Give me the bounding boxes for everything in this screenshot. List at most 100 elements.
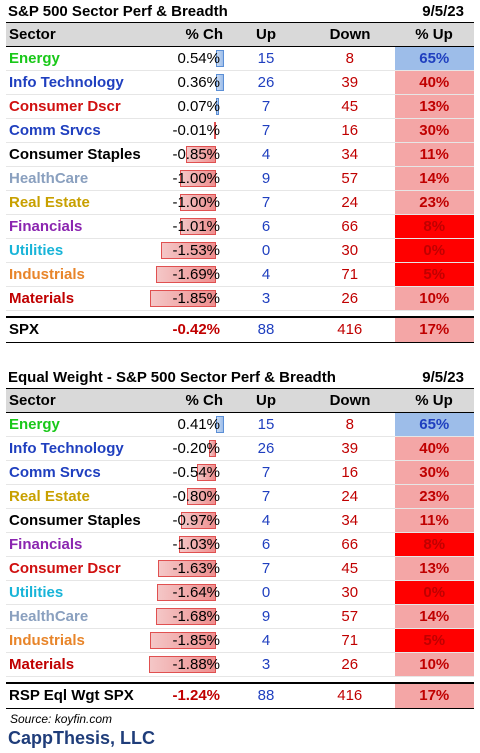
down-count: 24 bbox=[306, 484, 394, 509]
pct-change-bar bbox=[148, 656, 216, 673]
pct-change-cell: -0.80% bbox=[146, 484, 226, 509]
pct-up-cell: 14% bbox=[393, 604, 474, 629]
up-count: 0 bbox=[226, 580, 306, 605]
table-row: Financials -1.03% 6 66 8% bbox=[6, 532, 474, 557]
table-sp500-sector: S&P 500 Sector Perf & Breadth 9/5/23 Sec… bbox=[6, 0, 474, 343]
pct-up-cell: 30% bbox=[393, 460, 474, 485]
total-row: RSP Eql Wgt SPX -1.24% 88 416 17% bbox=[6, 681, 474, 709]
pct-change-bar bbox=[216, 50, 224, 67]
header-pct-up: % Up bbox=[394, 22, 474, 47]
table-row: Utilities -1.53% 0 30 0% bbox=[6, 238, 474, 263]
sector-name: Financials bbox=[6, 532, 146, 557]
down-count: 45 bbox=[306, 556, 394, 581]
sector-name: Utilities bbox=[6, 238, 146, 263]
total-row: SPX -0.42% 88 416 17% bbox=[6, 315, 474, 343]
pct-change-bar bbox=[216, 98, 219, 115]
pct-up-cell: 8% bbox=[393, 214, 474, 239]
pct-change-cell: -1.64% bbox=[146, 580, 226, 605]
sector-table: Sector % Ch Up Down % Up Energy 0.41% 15 8 6… bbox=[6, 388, 474, 709]
pct-change-bar bbox=[216, 416, 224, 433]
pct-change-bar bbox=[214, 122, 216, 139]
sector-name: Info Technology bbox=[6, 70, 146, 95]
pct-up-cell: 14% bbox=[393, 166, 474, 191]
header-row: Sector % Ch Up Down % Up bbox=[6, 388, 474, 413]
pct-change-bar bbox=[185, 146, 216, 163]
table-row: Materials -1.85% 3 26 10% bbox=[6, 286, 474, 311]
table-row: Consumer Dscr -1.63% 7 45 13% bbox=[6, 556, 474, 581]
down-count: 34 bbox=[306, 508, 394, 533]
up-count: 26 bbox=[226, 70, 306, 95]
total-up-count: 88 bbox=[226, 315, 306, 343]
pct-change-value: -1.69% bbox=[172, 266, 220, 283]
pct-change-bar bbox=[155, 266, 216, 283]
pct-change-cell: -0.85% bbox=[146, 142, 226, 167]
pct-up-cell: 23% bbox=[393, 190, 474, 215]
total-up-count: 88 bbox=[226, 681, 306, 709]
table-row: Info Technology 0.36% 26 39 40% bbox=[6, 70, 474, 95]
pct-change-value: -0.80% bbox=[172, 488, 220, 505]
pct-change-value: -1.63% bbox=[172, 560, 220, 577]
pct-change-value: 0.41% bbox=[177, 416, 220, 433]
up-count: 9 bbox=[226, 604, 306, 629]
pct-change-cell: -0.54% bbox=[146, 460, 226, 485]
table-row: HealthCare -1.00% 9 57 14% bbox=[6, 166, 474, 191]
pct-change-bar bbox=[187, 488, 216, 505]
up-count: 7 bbox=[226, 190, 306, 215]
header-up: Up bbox=[226, 388, 306, 413]
up-count: 7 bbox=[226, 484, 306, 509]
pct-change-value: -1.00% bbox=[172, 194, 220, 211]
pct-change-value: -1.03% bbox=[172, 536, 220, 553]
pct-up-cell: 13% bbox=[393, 556, 474, 581]
pct-up-cell: 30% bbox=[393, 118, 474, 143]
sector-name: Consumer Dscr bbox=[6, 94, 146, 119]
down-count: 8 bbox=[306, 412, 394, 437]
pct-change-value: -1.68% bbox=[172, 608, 220, 625]
pct-change-value: -0.54% bbox=[172, 464, 220, 481]
header-pct-up: % Up bbox=[394, 388, 474, 413]
table-row: HealthCare -1.68% 9 57 14% bbox=[6, 604, 474, 629]
pct-change-value: -1.85% bbox=[172, 290, 220, 307]
pct-up-cell: 40% bbox=[393, 436, 474, 461]
table-row: Industrials -1.85% 4 71 5% bbox=[6, 628, 474, 653]
pct-up-cell: 10% bbox=[393, 286, 474, 311]
up-count: 7 bbox=[226, 94, 306, 119]
down-count: 39 bbox=[306, 70, 394, 95]
pct-change-bar bbox=[181, 512, 216, 529]
sector-name: Financials bbox=[6, 214, 146, 239]
header-up: Up bbox=[226, 22, 306, 47]
table-date: 9/5/23 bbox=[422, 368, 464, 386]
total-name: RSP Eql Wgt SPX bbox=[6, 681, 146, 709]
table-row: Energy 0.41% 15 8 65% bbox=[6, 412, 474, 437]
down-count: 16 bbox=[306, 118, 394, 143]
sector-name: Consumer Staples bbox=[6, 508, 146, 533]
sector-name: Energy bbox=[6, 46, 146, 71]
pct-change-cell: -1.01% bbox=[146, 214, 226, 239]
total-pct-change: -0.42% bbox=[146, 315, 226, 343]
header-down: Down bbox=[306, 22, 394, 47]
down-count: 39 bbox=[306, 436, 394, 461]
sector-name: Consumer Dscr bbox=[6, 556, 146, 581]
sector-name: Materials bbox=[6, 286, 146, 311]
sector-name: Consumer Staples bbox=[6, 142, 146, 167]
total-name: SPX bbox=[6, 315, 146, 343]
pct-up-cell: 10% bbox=[393, 652, 474, 677]
up-count: 9 bbox=[226, 166, 306, 191]
pct-change-value: 0.36% bbox=[177, 74, 220, 91]
pct-change-cell: -1.53% bbox=[146, 238, 226, 263]
pct-up-cell: 5% bbox=[393, 262, 474, 287]
pct-change-cell: 0.07% bbox=[146, 94, 226, 119]
pct-change-bar bbox=[179, 536, 216, 553]
down-count: 24 bbox=[306, 190, 394, 215]
total-down-count: 416 bbox=[306, 681, 394, 709]
pct-change-cell: -0.97% bbox=[146, 508, 226, 533]
pct-change-cell: -1.00% bbox=[146, 190, 226, 215]
pct-change-cell: 0.54% bbox=[146, 46, 226, 71]
pct-change-cell: -1.03% bbox=[146, 532, 226, 557]
source-note: Source: koyfin.com bbox=[10, 712, 113, 726]
pct-up-cell: 0% bbox=[393, 238, 474, 263]
pct-change-cell: -1.68% bbox=[146, 604, 226, 629]
sector-name: Info Technology bbox=[6, 436, 146, 461]
sector-name: Materials bbox=[6, 652, 146, 677]
header-row: Sector % Ch Up Down % Up bbox=[6, 22, 474, 47]
header-sector: Sector bbox=[6, 388, 146, 413]
